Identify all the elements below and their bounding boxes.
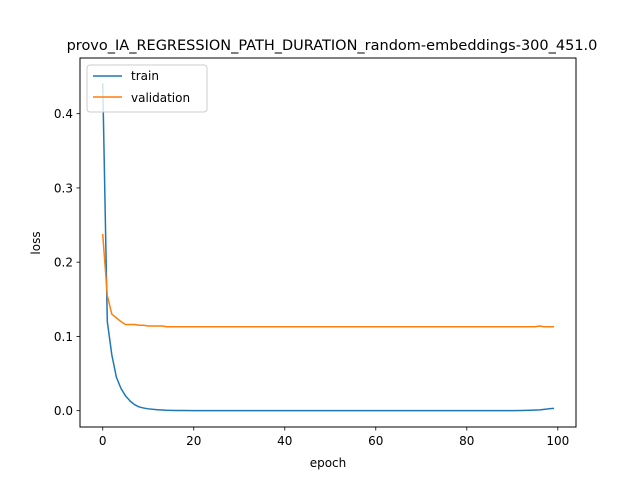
y-tick-label: 0.0 (54, 404, 73, 418)
y-tick-label: 0.1 (54, 330, 73, 344)
series-line-train (101, 83, 555, 412)
x-axis-label: epoch (310, 456, 347, 470)
y-axis-label: loss (29, 231, 43, 254)
y-tick-label: 0.4 (54, 107, 73, 121)
chart-title: provo_IA_REGRESSION_PATH_DURATION_random… (67, 38, 598, 54)
legend-label-validation: validation (131, 91, 190, 105)
series-line-validation (101, 233, 554, 328)
x-tick-label: 60 (368, 434, 383, 448)
series-layer (101, 83, 555, 412)
x-axis: 0 20 40 60 80 100 (99, 427, 569, 448)
y-tick-label: 0.2 (54, 256, 73, 270)
x-tick-label: 20 (186, 434, 201, 448)
y-tick-label: 0.3 (54, 181, 73, 195)
legend: train validation (86, 64, 208, 113)
plot-frame (79, 57, 577, 428)
x-tick-label: 40 (277, 434, 292, 448)
x-tick-label: 100 (546, 434, 569, 448)
x-tick-label: 80 (459, 434, 474, 448)
y-axis: 0.0 0.1 0.2 0.3 0.4 (54, 107, 80, 418)
x-tick-label: 0 (99, 434, 107, 448)
legend-label-train: train (131, 69, 159, 83)
